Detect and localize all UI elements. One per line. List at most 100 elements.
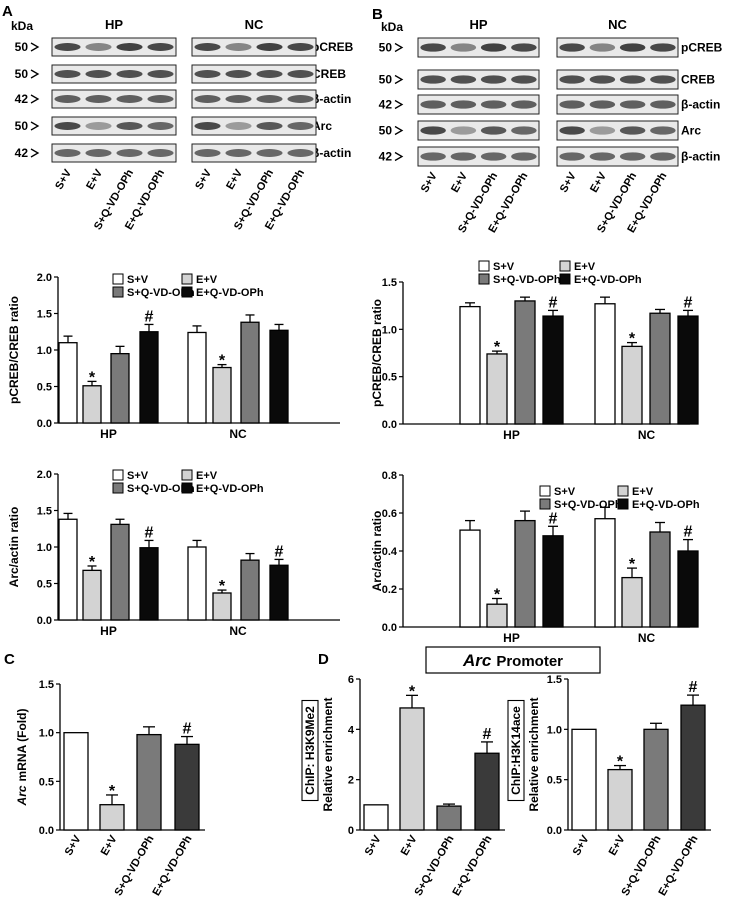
bar xyxy=(174,743,200,831)
blot-band xyxy=(589,75,616,84)
legend-swatch xyxy=(181,482,193,494)
kda-label: kDa xyxy=(11,19,33,33)
blot-row-label: β-actin xyxy=(681,98,720,112)
blot-band xyxy=(450,152,477,161)
x-category-label: S+V xyxy=(363,833,384,858)
blot-band xyxy=(116,43,143,51)
significance-star: * xyxy=(109,783,116,800)
blot-row-label: Arc xyxy=(312,119,332,133)
y-tick-label: 0.0 xyxy=(37,615,52,627)
y-tick-label: 6 xyxy=(348,674,354,686)
significance-star: * xyxy=(219,353,226,370)
blot-band xyxy=(147,122,174,130)
mw-marker: 50 xyxy=(15,40,29,54)
mw-arrow xyxy=(394,125,404,136)
bar xyxy=(212,592,232,621)
blot-row-label: pCREB xyxy=(312,40,354,54)
y-axis-label: Relative enrichment xyxy=(321,697,335,811)
blot-band xyxy=(54,70,81,78)
blot-strip xyxy=(556,37,679,58)
blot-band xyxy=(650,100,676,109)
mw-arrow xyxy=(30,148,40,158)
blot-band xyxy=(116,95,143,103)
significance-hash: # xyxy=(145,524,154,541)
blot-band xyxy=(225,43,252,51)
blot-band xyxy=(54,149,81,157)
mw-arrow xyxy=(30,69,40,79)
significance-star: * xyxy=(219,578,226,595)
blot-group-label: HP xyxy=(105,17,123,32)
blot-band xyxy=(559,152,585,161)
x-category-label: S+V xyxy=(571,833,592,858)
blot-band xyxy=(650,75,676,84)
blot-band xyxy=(511,126,537,135)
y-tick-label: 2.0 xyxy=(37,272,52,284)
mw-marker: 42 xyxy=(15,146,29,160)
chart-d-left: 0 2 4 6 S+V * E+VS+Q-VD-OPh # E+Q-VD-OPh ChIP: H3… xyxy=(301,674,505,898)
legend-swatch xyxy=(539,485,551,497)
bar xyxy=(621,345,643,425)
blot-lane-label: E+V xyxy=(224,167,245,192)
x-category-label: E+Q-VD-OPh xyxy=(450,833,494,898)
y-tick-label: 2.0 xyxy=(37,469,52,481)
blot-strip xyxy=(417,37,540,58)
blot-band xyxy=(194,149,221,157)
blot-strip xyxy=(556,94,679,115)
bar xyxy=(649,312,671,425)
bar xyxy=(649,531,671,628)
blot-band xyxy=(619,75,646,84)
mw-marker: 50 xyxy=(379,124,393,138)
bar xyxy=(643,728,669,831)
y-tick-label: 1.0 xyxy=(37,542,52,554)
y-tick-label: 2 xyxy=(348,775,354,787)
blot-band xyxy=(54,95,81,103)
y-tick-label: 1.5 xyxy=(37,506,52,518)
blot-band xyxy=(194,43,221,51)
blot-band xyxy=(225,70,252,78)
y-tick-label: 0 xyxy=(348,825,354,837)
blot-band xyxy=(85,95,112,103)
bar xyxy=(677,315,699,425)
y-tick-label: 0.0 xyxy=(39,825,54,837)
y-tick-label: 1.5 xyxy=(39,679,54,691)
chip-label: ChIP: H3K9Me2 xyxy=(303,706,317,795)
panel-label-c: C xyxy=(4,651,15,668)
blot-band xyxy=(420,43,446,52)
legend-label: S+V xyxy=(493,261,515,273)
blot-band xyxy=(225,95,252,103)
blot-band xyxy=(480,100,507,109)
significance-hash: # xyxy=(684,294,693,311)
blot-band xyxy=(650,126,676,135)
mw-marker: 42 xyxy=(379,98,393,112)
blot-band xyxy=(54,43,81,51)
blot-group-label: NC xyxy=(608,17,627,32)
blot-strip xyxy=(417,94,540,115)
x-category-label: HP xyxy=(100,624,117,638)
chart-b-bottom: 0.0 0.2 0.4 0.6 0.8 Arc/actin ratio * # HP * # NC S+… xyxy=(370,470,700,645)
promoter-gene: Arc xyxy=(462,651,492,670)
significance-hash: # xyxy=(483,726,492,743)
blot-band xyxy=(85,70,112,78)
significance-star: * xyxy=(629,556,636,573)
blot-lane-label: S+V xyxy=(419,170,440,195)
blot-band xyxy=(559,75,585,84)
significance-hash: # xyxy=(183,721,192,738)
bar xyxy=(594,303,616,425)
bar xyxy=(269,564,289,621)
mw-marker: 42 xyxy=(15,92,29,106)
blot-row-label: β-actin xyxy=(312,146,351,160)
legend-swatch xyxy=(181,273,193,285)
bar xyxy=(514,519,536,628)
y-tick-label: 0.5 xyxy=(37,579,52,591)
significance-star: * xyxy=(494,339,501,356)
blot-band xyxy=(420,126,446,135)
y-tick-label: 0.2 xyxy=(382,584,397,596)
significance-star: * xyxy=(494,587,501,604)
y-axis-label-unit: mRNA (Fold) xyxy=(15,709,29,782)
bar xyxy=(607,768,633,831)
legend-swatch xyxy=(181,286,193,298)
y-tick-label: 1.0 xyxy=(382,324,397,336)
blot-band xyxy=(589,152,616,161)
y-tick-label: 1.5 xyxy=(37,309,52,321)
legend-swatch xyxy=(181,469,193,481)
